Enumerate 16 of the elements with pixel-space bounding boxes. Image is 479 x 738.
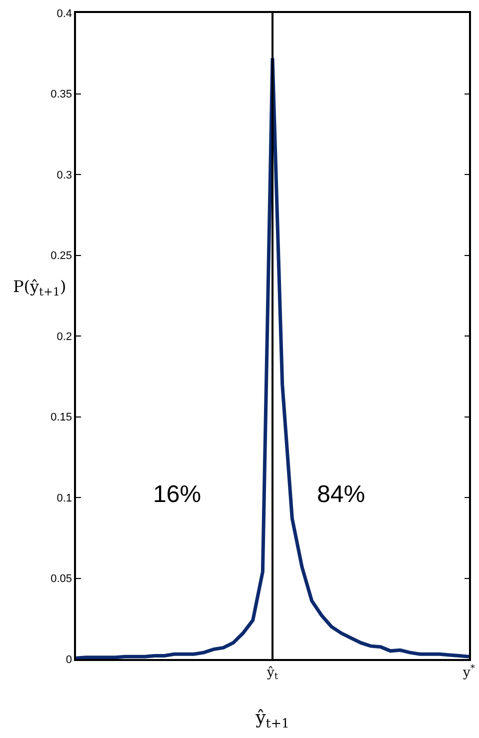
- x-tick-label: y$^{*}$: [462, 664, 476, 680]
- y-tick-label: 0.3: [56, 169, 72, 182]
- y-tick-label: 0.2: [56, 330, 72, 343]
- x-tick-label: ŷ$_{t}$: [266, 665, 278, 682]
- y-tick-label: 0.05: [50, 573, 72, 586]
- annotation: 84%: [317, 481, 366, 508]
- y-tick-label: 0: [66, 654, 72, 666]
- x-axis-title: ŷ$_{t+1}$: [254, 708, 290, 730]
- y-tick-label: 0.25: [50, 250, 72, 262]
- y-tick-label: 0.15: [50, 412, 72, 424]
- y-tick-label: 0.4: [56, 8, 72, 20]
- y-axis-title: P(ŷ$_{t+1}$): [13, 277, 66, 298]
- line-series: [76, 56, 469, 659]
- y-tick-label: 0.1: [56, 492, 72, 504]
- annotation: 16%: [153, 481, 202, 508]
- y-tick-label: 0.35: [50, 88, 72, 101]
